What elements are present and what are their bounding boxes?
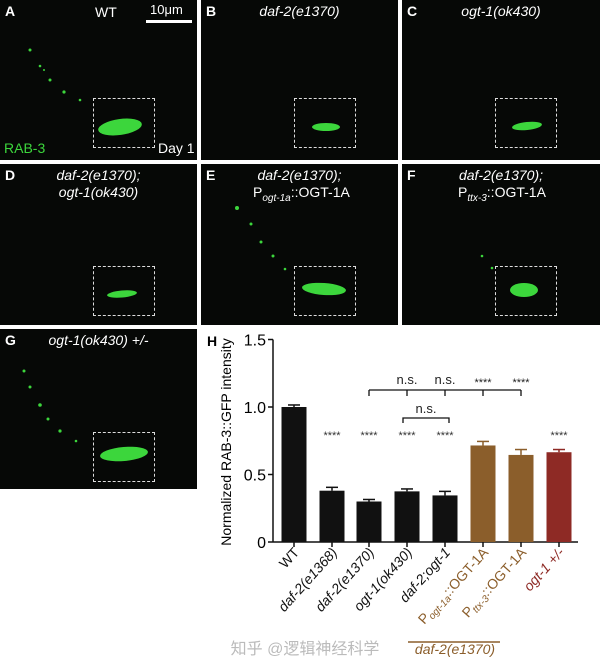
gfp-image-f	[480, 254, 538, 297]
significance-label: ****	[323, 430, 341, 442]
significance-label: ****	[550, 430, 568, 442]
panel-a: A WT 10μm RAB-3 Day 1	[0, 0, 197, 160]
watermark: 知乎 @逻辑神经科学	[231, 640, 380, 657]
bracket-label: n.s.	[435, 372, 456, 387]
bracket-label: n.s.	[416, 401, 437, 416]
construct: ::OGT-1A	[290, 184, 350, 200]
genotype-label: ogt-1(ok430)	[461, 3, 541, 19]
bar	[356, 501, 382, 542]
bar	[281, 407, 307, 542]
zoom-region-box	[93, 266, 155, 316]
bracket-label: ****	[474, 377, 492, 389]
bar	[470, 445, 496, 542]
panel-letter: E	[206, 167, 216, 183]
genotype-label-line2: ogt-1(ok430)	[58, 184, 139, 200]
gfp-image-d	[107, 290, 137, 298]
panel-letter: A	[5, 3, 16, 19]
panel-letter: G	[5, 332, 16, 348]
y-tick-label: 1.0	[244, 400, 266, 417]
gfp-image-c	[512, 121, 542, 131]
gfp-image-e	[235, 206, 346, 296]
panel-letter: D	[5, 167, 16, 183]
construct: ::OGT-1A	[486, 184, 546, 200]
promoter: P	[253, 184, 263, 200]
scale-bar-label: 10μm	[150, 2, 183, 17]
promoter-name: ogt-1a	[262, 192, 291, 204]
genotype-label: ogt-1(ok430) +/-	[48, 332, 149, 348]
panel-g: G ogt-1(ok430) +/-	[0, 329, 197, 489]
scale-bar	[146, 20, 192, 23]
bracket-label: n.s.	[397, 372, 418, 387]
age-label: Day 1	[158, 140, 195, 156]
significance-label: ****	[398, 430, 416, 442]
panel-c: C ogt-1(ok430)	[402, 0, 600, 160]
zoom-region-box	[294, 98, 356, 148]
marker-label: RAB-3	[4, 140, 46, 156]
construct-label: Pttx-3::OGT-1A	[458, 184, 546, 204]
panel-letter: C	[407, 3, 418, 19]
bar	[546, 452, 572, 542]
y-tick-label: 0	[257, 535, 266, 552]
y-tick-label: 1.5	[244, 333, 266, 350]
gfp-image-b	[312, 123, 340, 131]
zoom-region-box	[93, 432, 155, 482]
bar	[394, 491, 420, 542]
genotype-label-line1: daf-2(e1370);	[458, 167, 544, 183]
bar	[319, 490, 345, 542]
zoom-region-box	[495, 98, 557, 148]
promoter: P	[458, 184, 468, 200]
significance-label: ****	[360, 430, 378, 442]
bar	[432, 495, 458, 542]
panel-letter: F	[407, 167, 416, 183]
gfp-image-a	[28, 48, 142, 136]
panel-b: B daf-2(e1370)	[201, 0, 398, 160]
panel-d: D daf-2(e1370); ogt-1(ok430)	[0, 164, 197, 325]
panel-letter-h: H	[207, 333, 217, 349]
bracket-label: ****	[512, 377, 530, 389]
group-label: daf-2(e1370)	[415, 641, 495, 657]
x-tick-label: ogt-1 +/-	[520, 544, 567, 594]
genotype-label: WT	[95, 4, 117, 20]
bar	[508, 454, 534, 542]
panel-letter: B	[206, 3, 217, 19]
genotype-label-line1: daf-2(e1370);	[257, 167, 342, 183]
significance-label: ****	[436, 430, 454, 442]
panel-f: F daf-2(e1370); Pttx-3::OGT-1A	[402, 164, 600, 325]
zoom-region-box	[294, 266, 356, 316]
panel-e: E daf-2(e1370); Pogt-1a::OGT-1A	[201, 164, 398, 325]
promoter-name: ttx-3	[467, 192, 487, 204]
comparison-bracket	[402, 417, 450, 423]
y-axis-label: Normalized RAB-3::GFP intensity	[218, 338, 234, 545]
zoom-region-box	[93, 98, 155, 148]
gfp-image-g	[22, 369, 148, 462]
construct-label: Pogt-1a::OGT-1A	[253, 184, 350, 204]
genotype-label-line1: daf-2(e1370);	[56, 167, 141, 183]
zoom-region-box	[495, 266, 557, 316]
x-tick-label: WT	[276, 544, 303, 571]
y-tick-label: 0.5	[244, 468, 266, 485]
genotype-label: daf-2(e1370)	[259, 3, 340, 19]
